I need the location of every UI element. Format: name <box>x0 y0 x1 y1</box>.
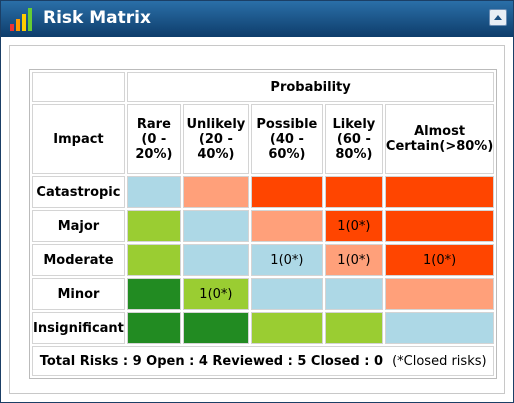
column-header: Unlikely (20 - 40%) <box>182 104 249 174</box>
risk-cell <box>324 176 383 208</box>
corner: Impact <box>32 104 125 174</box>
risk-cell <box>126 278 181 310</box>
risk-cell: 1(0*) <box>324 210 383 242</box>
row: Moderate 1(0*) 1(0*) 1(0*) <box>32 244 495 276</box>
risk-cell <box>126 244 181 276</box>
column-header: Rare (0 - 20%) <box>126 104 181 174</box>
panel: Probability Impact Rare (0 - 20%) Unlikely… <box>9 45 505 394</box>
footer: Total Risks : 9 Open : 4 Reviewed : 5 Cl… <box>32 346 495 376</box>
risk-cell <box>384 312 495 344</box>
risk-cell: 1(0*) <box>384 244 495 276</box>
impact-label: Insignificant <box>32 312 125 344</box>
impact-label: Catastropic <box>32 176 125 208</box>
column-header: Almost Certain(>80%) <box>384 104 495 174</box>
note: (*Closed risks) <box>392 353 487 369</box>
risk-cell <box>126 176 181 208</box>
risk-cell <box>126 210 181 242</box>
impact-label: Major <box>32 210 125 242</box>
risk-cell: 1(0*) <box>324 244 383 276</box>
title-bar: Risk Matrix <box>1 1 513 37</box>
risk-table: Probability Impact Rare (0 - 20%) Unlikely… <box>29 69 498 379</box>
risk-cell <box>250 278 323 310</box>
risk-cell: 1(0*) <box>182 278 249 310</box>
title: Risk Matrix <box>43 8 151 28</box>
impact-label: Minor <box>32 278 125 310</box>
risk-cell <box>324 312 383 344</box>
footer-row: Total Risks : 9 Open : 4 Reviewed : 5 Cl… <box>32 346 495 376</box>
row: Major 1(0*) <box>32 210 495 242</box>
risk-cell <box>250 176 323 208</box>
risk-cell <box>182 312 249 344</box>
icon <box>10 8 32 31</box>
group-header: Probability <box>126 72 495 102</box>
row: Insignificant <box>32 312 495 344</box>
column-header: Likely (60 - 80%) <box>324 104 383 174</box>
risk-cell <box>384 278 495 310</box>
risk-cell <box>250 210 323 242</box>
collapse-button[interactable] <box>489 9 507 26</box>
column-header: Possible (40 - 60%) <box>250 104 323 174</box>
risk-cell <box>182 210 249 242</box>
row: Minor 1(0*) <box>32 278 495 310</box>
summary: Total Risks : 9 Open : 4 Reviewed : 5 Cl… <box>39 353 384 369</box>
risk-cell <box>324 278 383 310</box>
risk-cell <box>182 244 249 276</box>
risk-cell <box>384 176 495 208</box>
risk-cell <box>182 176 249 208</box>
impact-label: Moderate <box>32 244 125 276</box>
risk-cell <box>126 312 181 344</box>
risk-cell <box>250 312 323 344</box>
blank <box>32 72 125 102</box>
risk-cell: 1(0*) <box>250 244 323 276</box>
risk-cell <box>384 210 495 242</box>
row: Catastropic <box>32 176 495 208</box>
